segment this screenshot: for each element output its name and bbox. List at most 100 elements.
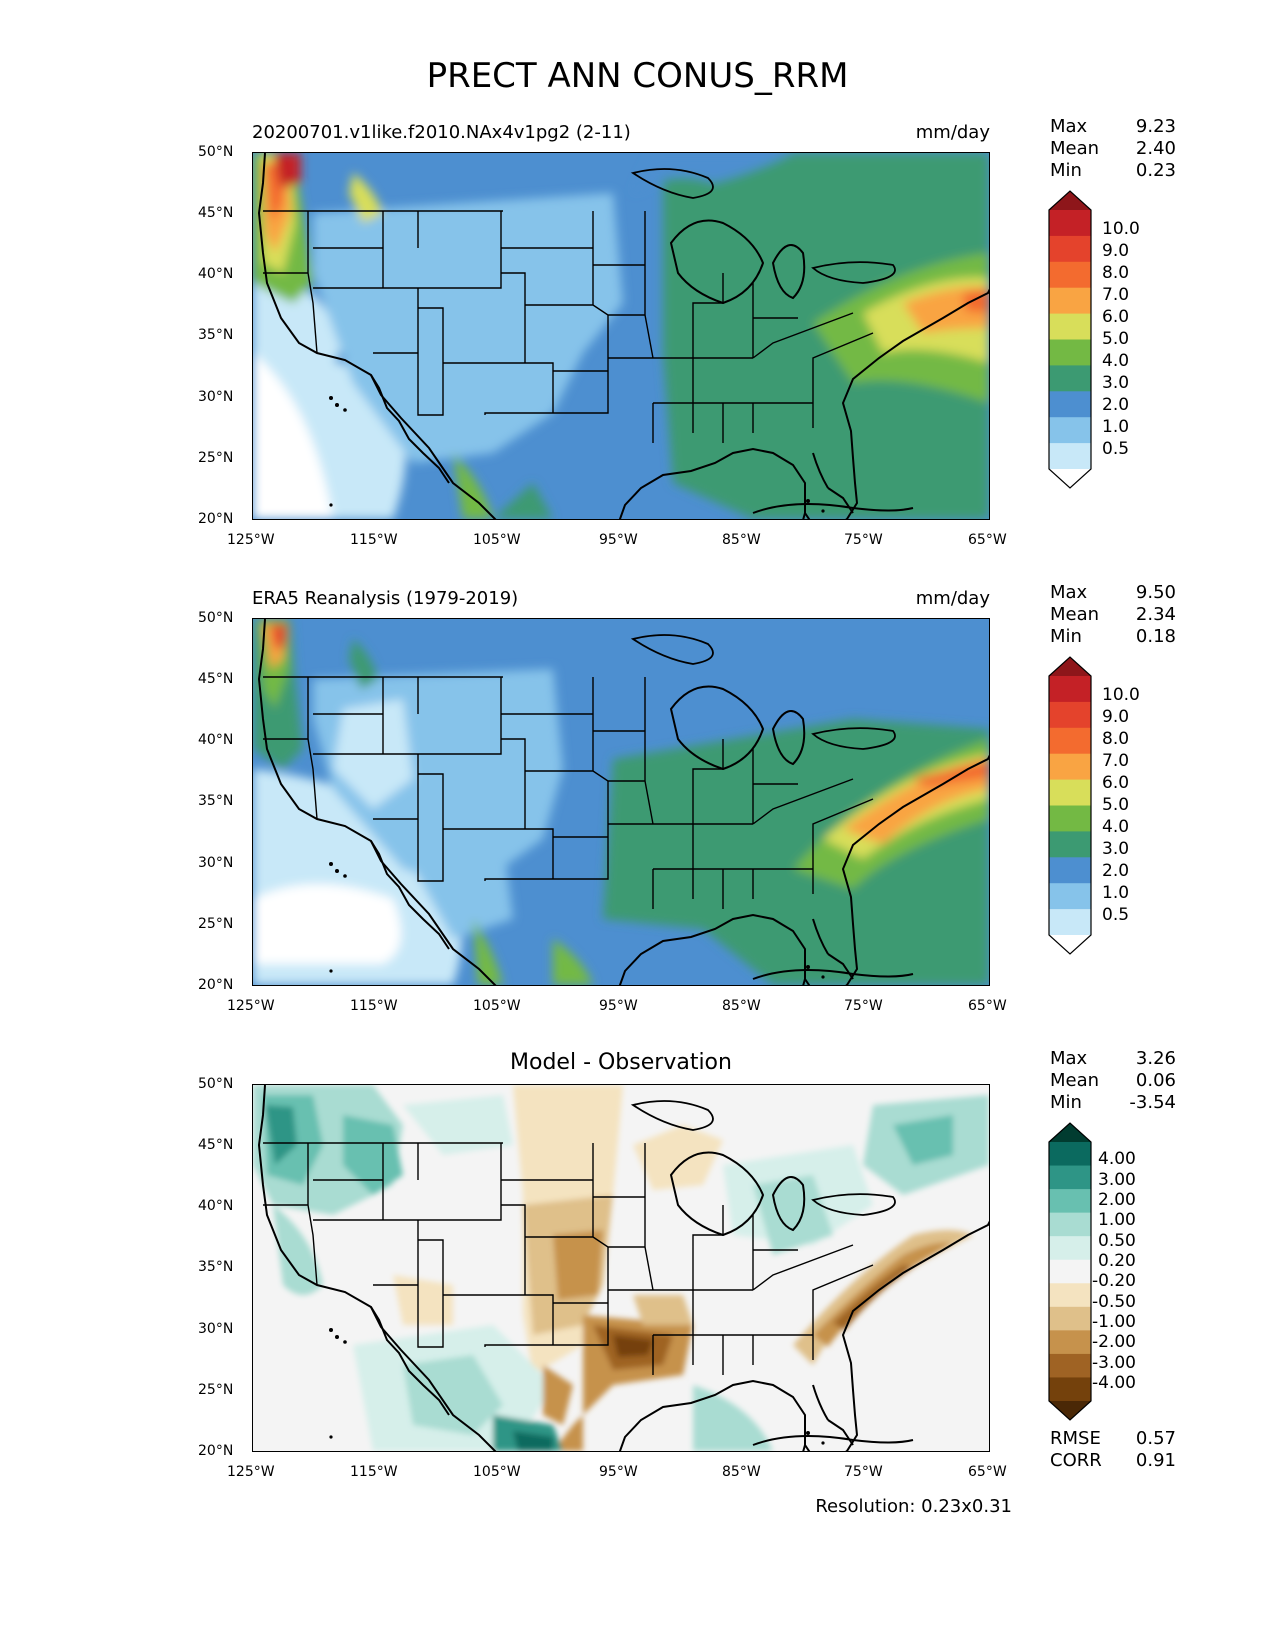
colorbar-swatch bbox=[1049, 417, 1091, 444]
lon-tick: 115°W bbox=[350, 1464, 398, 1480]
colorbar-label: 4.0 bbox=[1102, 817, 1130, 837]
colorbar-label: 0.20 bbox=[1098, 1251, 1136, 1271]
lon-tick: 95°W bbox=[599, 532, 638, 548]
rmse-value: 0.57 bbox=[1135, 1428, 1176, 1449]
colorbar-label: -3.00 bbox=[1092, 1353, 1136, 1373]
colorbar-swatch bbox=[1049, 805, 1091, 832]
colorbar-swatch bbox=[1049, 701, 1091, 729]
lat-tick: 50°N bbox=[198, 144, 234, 160]
colorbar-label: 10.0 bbox=[1102, 219, 1140, 239]
colorbar-swatch bbox=[1049, 909, 1091, 936]
colorbar-swatch bbox=[1049, 779, 1091, 806]
lat-tick: 25°N bbox=[198, 1382, 234, 1398]
lat-tick: 45°N bbox=[198, 671, 234, 687]
map-obs bbox=[252, 618, 990, 986]
colorbar-label: 2.0 bbox=[1102, 861, 1130, 881]
colorbar-extend-min bbox=[1049, 469, 1091, 488]
lon-tick: 65°W bbox=[968, 532, 1007, 548]
stat-mean-value: 2.40 bbox=[1135, 138, 1176, 159]
panel-obs-title: ERA5 Reanalysis (1979-2019) bbox=[252, 588, 519, 609]
colorbar-label: 7.0 bbox=[1102, 285, 1130, 305]
colorbar-diff bbox=[1048, 1122, 1092, 1421]
colorbar-swatch bbox=[1049, 1259, 1091, 1284]
colorbar-swatch bbox=[1049, 261, 1091, 289]
lon-tick: 125°W bbox=[227, 1464, 275, 1480]
colorbar-extend-max bbox=[1049, 191, 1091, 210]
map-model bbox=[252, 152, 990, 520]
colorbar-swatch bbox=[1049, 235, 1091, 263]
colorbar-label: 9.0 bbox=[1102, 707, 1130, 727]
lat-tick: 20°N bbox=[198, 1443, 234, 1459]
lon-tick: 75°W bbox=[844, 1464, 883, 1480]
colorbar-swatch bbox=[1049, 831, 1091, 858]
lon-tick: 95°W bbox=[599, 1464, 638, 1480]
colorbar-swatch bbox=[1049, 727, 1091, 755]
colorbar-swatch bbox=[1049, 391, 1091, 418]
colorbar-swatch bbox=[1049, 753, 1091, 781]
rmse-label: RMSE bbox=[1050, 1428, 1101, 1449]
colorbar-swatch bbox=[1049, 857, 1091, 884]
colorbar-swatch bbox=[1049, 339, 1091, 366]
lat-tick: 45°N bbox=[198, 205, 234, 221]
lat-tick: 45°N bbox=[198, 1137, 234, 1153]
colorbar-label: -0.20 bbox=[1092, 1271, 1136, 1291]
lat-tick: 30°N bbox=[198, 1321, 234, 1337]
colorbar-label: 5.0 bbox=[1102, 329, 1130, 349]
colorbar-swatch bbox=[1049, 1189, 1091, 1214]
colorbar-swatch bbox=[1049, 1142, 1091, 1167]
lon-tick: 75°W bbox=[844, 532, 883, 548]
colorbar-swatch bbox=[1049, 443, 1091, 470]
colorbar-extend-max bbox=[1049, 1123, 1091, 1142]
colorbar-extend-max bbox=[1049, 657, 1091, 676]
colorbar-label: -4.00 bbox=[1092, 1373, 1136, 1393]
stat-min-value: 0.18 bbox=[1135, 626, 1176, 647]
colorbar-label: 5.0 bbox=[1102, 795, 1130, 815]
corr-label: CORR bbox=[1050, 1450, 1102, 1471]
colorbar-label: 0.5 bbox=[1102, 905, 1130, 925]
lon-tick: 115°W bbox=[350, 532, 398, 548]
colorbar-label: 1.0 bbox=[1102, 417, 1130, 437]
colorbar-swatch bbox=[1049, 1165, 1091, 1190]
stat-mean-label: Mean bbox=[1050, 138, 1100, 159]
colorbar-label: 9.0 bbox=[1102, 241, 1130, 261]
lon-tick: 85°W bbox=[722, 998, 761, 1014]
lat-tick: 25°N bbox=[198, 450, 234, 466]
stat-mean-value: 2.34 bbox=[1135, 604, 1176, 625]
colorbar-label: -2.00 bbox=[1092, 1332, 1136, 1352]
stat-mean-label: Mean bbox=[1050, 604, 1100, 625]
colorbar-label: -0.50 bbox=[1092, 1292, 1136, 1312]
lon-tick: 85°W bbox=[722, 532, 761, 548]
colorbar-swatch bbox=[1049, 676, 1091, 703]
corr-value: 0.91 bbox=[1135, 1450, 1176, 1471]
colorbar-label: 4.0 bbox=[1102, 351, 1130, 371]
lat-tick: 35°N bbox=[198, 1259, 234, 1275]
lat-tick: 50°N bbox=[198, 610, 234, 626]
colorbar-extend-min bbox=[1049, 935, 1091, 954]
colorbar-model bbox=[1048, 190, 1092, 489]
colorbar-swatch bbox=[1049, 287, 1091, 315]
colorbar-swatch bbox=[1049, 1306, 1091, 1331]
colorbar-label: 2.0 bbox=[1102, 395, 1130, 415]
colorbar-label: -1.00 bbox=[1092, 1312, 1136, 1332]
colorbar-label: 8.0 bbox=[1102, 729, 1130, 749]
colorbar-label: 6.0 bbox=[1102, 773, 1130, 793]
colorbar-swatch bbox=[1049, 1236, 1091, 1261]
stat-min-label: Min bbox=[1050, 1092, 1082, 1113]
stat-min-label: Min bbox=[1050, 626, 1082, 647]
colorbar-label: 3.00 bbox=[1098, 1170, 1136, 1190]
stat-mean-label: Mean bbox=[1050, 1070, 1100, 1091]
colorbar-label: 1.00 bbox=[1098, 1210, 1136, 1230]
stat-max-label: Max bbox=[1050, 116, 1088, 137]
lon-tick: 105°W bbox=[473, 532, 521, 548]
stat-max-label: Max bbox=[1050, 1048, 1088, 1069]
panel-model-units: mm/day bbox=[915, 122, 990, 143]
stat-max-value: 9.23 bbox=[1135, 116, 1176, 137]
lon-tick: 95°W bbox=[599, 998, 638, 1014]
colorbar-swatch bbox=[1049, 365, 1091, 392]
colorbar-label: 2.00 bbox=[1098, 1190, 1136, 1210]
stat-max-label: Max bbox=[1050, 582, 1088, 603]
colorbar-swatch bbox=[1049, 313, 1091, 340]
colorbar-label: 0.50 bbox=[1098, 1231, 1136, 1251]
lon-tick: 115°W bbox=[350, 998, 398, 1014]
lat-tick: 20°N bbox=[198, 977, 234, 993]
